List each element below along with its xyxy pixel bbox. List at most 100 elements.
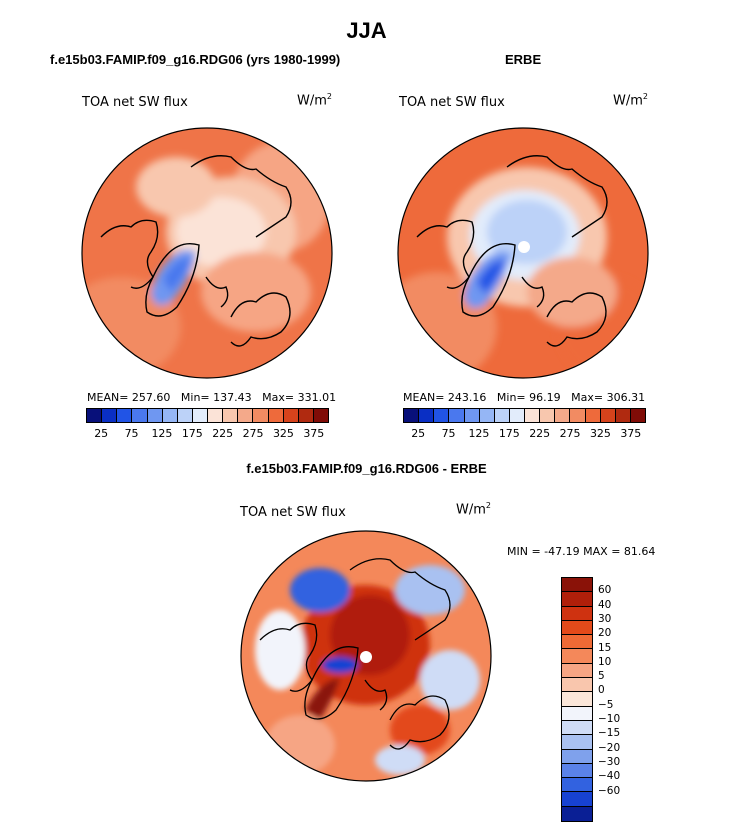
colorbar-swatch bbox=[208, 409, 224, 422]
colorbar-swatch bbox=[555, 409, 571, 422]
model-map-border bbox=[81, 127, 333, 379]
diff-region-atlantic bbox=[265, 715, 335, 775]
colorbar-swatch bbox=[562, 592, 592, 607]
obs-pole-hole bbox=[518, 241, 530, 253]
diff-region-eurasia bbox=[420, 650, 480, 710]
colorbar-swatch bbox=[404, 409, 420, 422]
colorbar-tick-label: 60 bbox=[598, 584, 612, 597]
obs-region-scandinavia bbox=[527, 257, 617, 327]
obs-region-sea-ice-core bbox=[487, 200, 567, 264]
colorbar-tick-label: 15 bbox=[598, 641, 612, 654]
colorbar-tick-label: 0 bbox=[598, 684, 605, 697]
diff-colorbar bbox=[561, 577, 593, 822]
colorbar-swatch bbox=[464, 409, 480, 422]
model-region-greenland-core bbox=[163, 258, 191, 292]
diff-region-canada bbox=[255, 610, 305, 690]
diff-field-label: TOA net SW flux bbox=[240, 505, 346, 520]
diff-panel-title: f.e15b03.FAMIP.f09_g16.RDG06 - ERBE bbox=[246, 461, 487, 476]
colorbar-swatch bbox=[600, 409, 616, 422]
diff-units: W/m2 bbox=[456, 501, 491, 518]
diff-region-siberia-neg bbox=[395, 565, 465, 615]
colorbar-swatch bbox=[434, 409, 450, 422]
colorbar-tick-label: 375 bbox=[303, 427, 325, 440]
colorbar-swatch bbox=[313, 409, 328, 422]
colorbar-swatch bbox=[562, 663, 592, 679]
diff-stats: MIN = -47.19 MAX = 81.64 bbox=[507, 545, 656, 558]
colorbar-swatch bbox=[283, 409, 299, 422]
colorbar-tick-label: 225 bbox=[529, 427, 551, 440]
colorbar-tick-label: 125 bbox=[151, 427, 173, 440]
colorbar-swatch bbox=[223, 409, 239, 422]
model-colorbar bbox=[86, 408, 329, 423]
colorbar-tick-label: 325 bbox=[589, 427, 611, 440]
colorbar-swatch bbox=[562, 606, 592, 621]
diff-region-south-neg bbox=[375, 745, 425, 775]
colorbar-swatch bbox=[162, 409, 178, 422]
model-units: W/m2 bbox=[297, 92, 332, 109]
diff-region-greenland bbox=[305, 678, 340, 720]
colorbar-tick-label: −20 bbox=[598, 741, 621, 754]
colorbar-swatch bbox=[540, 409, 556, 422]
page-title: JJA bbox=[346, 18, 387, 43]
colorbar-tick-label: 25 bbox=[94, 427, 109, 440]
diff-region-europe bbox=[390, 705, 450, 755]
colorbar-swatch bbox=[177, 409, 193, 422]
obs-map-border bbox=[397, 127, 649, 379]
colorbar-tick-label: 275 bbox=[559, 427, 581, 440]
model-region-alaska bbox=[136, 157, 216, 217]
colorbar-swatch bbox=[562, 678, 592, 693]
colorbar-swatch bbox=[562, 749, 592, 764]
colorbar-tick-label: 175 bbox=[181, 427, 203, 440]
colorbar-tick-label: 30 bbox=[598, 612, 612, 625]
colorbar-tick-label: 325 bbox=[272, 427, 294, 440]
colorbar-swatch bbox=[525, 409, 541, 422]
colorbar-swatch bbox=[117, 409, 133, 422]
colorbar-swatch bbox=[253, 409, 269, 422]
colorbar-swatch bbox=[494, 409, 510, 422]
colorbar-tick-label: 125 bbox=[468, 427, 490, 440]
colorbar-swatch bbox=[562, 806, 592, 822]
diff-region-baffin bbox=[322, 657, 358, 673]
colorbar-tick-label: 20 bbox=[598, 627, 612, 640]
colorbar-swatch bbox=[419, 409, 435, 422]
colorbar-tick-label: −60 bbox=[598, 784, 621, 797]
colorbar-swatch bbox=[562, 620, 592, 636]
colorbar-swatch bbox=[585, 409, 601, 422]
diff-region-arctic-core bbox=[330, 595, 410, 675]
colorbar-tick-label: 375 bbox=[620, 427, 642, 440]
colorbar-tick-label: 40 bbox=[598, 598, 612, 611]
colorbar-tick-label: 75 bbox=[124, 427, 139, 440]
colorbar-swatch bbox=[630, 409, 645, 422]
colorbar-swatch bbox=[132, 409, 148, 422]
colorbar-swatch bbox=[192, 409, 208, 422]
colorbar-tick-label: 75 bbox=[441, 427, 456, 440]
colorbar-swatch bbox=[562, 649, 592, 664]
colorbar-swatch bbox=[268, 409, 284, 422]
obs-coastlines bbox=[416, 155, 608, 347]
obs-field-label: TOA net SW flux bbox=[399, 95, 505, 110]
model-field-label: TOA net SW flux bbox=[82, 95, 188, 110]
diff-pole-hole bbox=[360, 651, 372, 663]
obs-colorbar bbox=[403, 408, 646, 423]
colorbar-tick-label: −5 bbox=[598, 698, 614, 711]
colorbar-tick-label: 10 bbox=[598, 655, 612, 668]
colorbar-swatch bbox=[509, 409, 525, 422]
colorbar-tick-label: 225 bbox=[212, 427, 234, 440]
colorbar-swatch bbox=[102, 409, 118, 422]
colorbar-tick-label: 25 bbox=[411, 427, 426, 440]
obs-polar-map bbox=[397, 127, 649, 379]
colorbar-tick-label: −40 bbox=[598, 770, 621, 783]
diff-polar-map bbox=[240, 530, 492, 782]
colorbar-swatch bbox=[562, 720, 592, 736]
model-panel-title: f.e15b03.FAMIP.f09_g16.RDG06 (yrs 1980-1… bbox=[50, 52, 341, 67]
colorbar-swatch bbox=[562, 692, 592, 707]
colorbar-tick-label: −10 bbox=[598, 713, 621, 725]
colorbar-swatch bbox=[562, 778, 592, 793]
model-colorbar-labels: 25 75 125 175 225 275 325 375 bbox=[86, 427, 329, 441]
colorbar-swatch bbox=[87, 409, 103, 422]
obs-panel-title: ERBE bbox=[505, 52, 542, 67]
colorbar-tick-label: −30 bbox=[598, 755, 621, 768]
colorbar-swatch bbox=[449, 409, 465, 422]
diff-map-border bbox=[240, 530, 492, 782]
colorbar-tick-label: −15 bbox=[598, 727, 621, 740]
